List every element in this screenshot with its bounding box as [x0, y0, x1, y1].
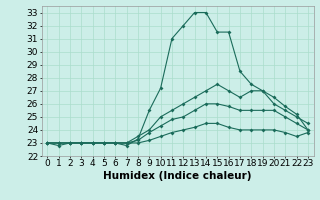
- X-axis label: Humidex (Indice chaleur): Humidex (Indice chaleur): [103, 171, 252, 181]
